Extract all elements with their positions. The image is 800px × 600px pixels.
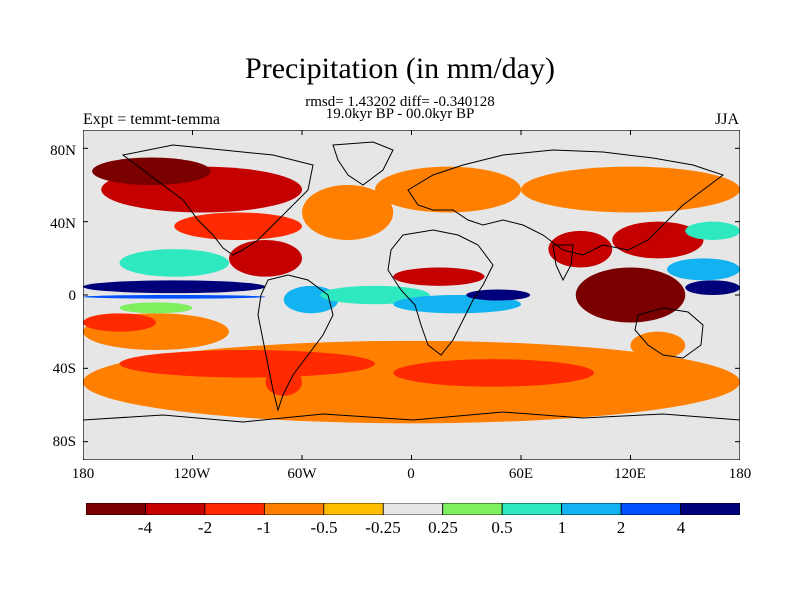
rmsd-diff-stats: rmsd= 1.43202 diff= -0.340128 (305, 94, 495, 110)
anomaly-region (119, 350, 375, 378)
colorbar-swatch (620, 503, 681, 515)
x-tick-label: 60E (508, 466, 534, 482)
anomaly-region (174, 212, 302, 240)
eurasia-outline (407, 149, 725, 256)
y-tick-label: 80N (50, 143, 76, 159)
y-tick-label: 0 (68, 288, 77, 304)
colorbar-label: -2 (197, 518, 213, 537)
anomaly-region (229, 240, 302, 277)
coastline-outlines (83, 141, 740, 423)
colorbar-label: 0.25 (428, 518, 458, 537)
x-tick-label: 120E (614, 466, 646, 482)
anomaly-region (630, 331, 686, 360)
antarctica-outline (83, 411, 740, 423)
colorbar-swatch (323, 503, 384, 515)
colorbar-swatch (86, 503, 146, 515)
south-america-outline (257, 274, 334, 412)
anomaly-region (667, 258, 740, 281)
anomaly-region (375, 166, 521, 213)
colorbar-swatch (561, 503, 622, 515)
colorbar-label: -0.5 (310, 518, 338, 537)
anomaly-region (393, 359, 594, 387)
anomaly-region (575, 267, 686, 323)
anomaly-region (612, 221, 704, 259)
india-outline (552, 244, 574, 282)
anomaly-region (685, 280, 740, 295)
period-label: 19.0kyr BP - 00.0kyr BP (325, 106, 475, 122)
colorbar-swatch (442, 503, 503, 515)
anomaly-region (83, 280, 266, 294)
plot-title: Precipitation (in mm/day) (245, 52, 555, 85)
colorbar-label: -1 (256, 518, 272, 537)
precipitation-map (83, 130, 740, 460)
anomaly-region (119, 302, 193, 314)
colorbar-label: -0.25 (365, 518, 401, 537)
anomaly-region (83, 295, 266, 299)
colorbar-swatch (382, 503, 444, 515)
colorbar-label: 2 (616, 518, 626, 537)
anomaly-region (548, 230, 613, 268)
north-america-outline (121, 144, 314, 256)
experiment-label: Expt = temmt-temma (83, 111, 220, 128)
anomaly-region (393, 267, 485, 286)
colorbar-label: 0.5 (491, 518, 513, 537)
x-tick-label: 0 (407, 466, 415, 482)
colorbar-swatch (263, 503, 325, 515)
colorbar-swatch (145, 503, 206, 515)
australia-outline (634, 307, 704, 359)
y-tick-label: 40N (50, 216, 76, 232)
y-tick-label: 80S (52, 434, 76, 450)
colorbar-swatch (680, 503, 740, 515)
anomaly-region (466, 289, 531, 301)
anomaly-region (119, 249, 229, 277)
colorbar (86, 503, 740, 515)
anomaly-field (83, 130, 740, 460)
colorbar-swatch (501, 503, 563, 515)
axis-ticks (83, 130, 740, 460)
anomaly-region (302, 185, 394, 240)
x-tick-label: 120W (173, 466, 211, 482)
colorbar-label: -4 (137, 518, 153, 537)
colorbar-label: 4 (676, 518, 686, 537)
colorbar-swatch (204, 503, 265, 515)
anomaly-region (521, 166, 740, 213)
x-tick-label: 180 (71, 466, 95, 482)
anomaly-region (92, 157, 211, 185)
africa-outline (387, 229, 494, 356)
x-tick-label: 180 (728, 466, 752, 482)
y-tick-label: 40S (52, 361, 76, 377)
anomaly-region (685, 221, 740, 240)
colorbar-label: 1 (557, 518, 567, 537)
x-tick-label: 60W (287, 466, 317, 482)
greenland-outline (332, 141, 394, 186)
season-label: JJA (715, 111, 740, 128)
anomaly-region (83, 313, 156, 332)
